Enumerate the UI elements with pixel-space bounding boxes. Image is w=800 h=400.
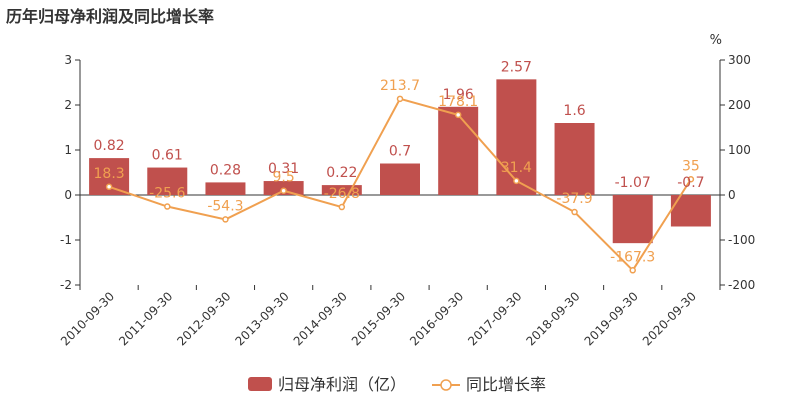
growth-rate-point <box>454 111 462 119</box>
growth-rate-point <box>571 208 578 216</box>
left-axis-tick-label: 2 <box>64 98 72 112</box>
x-axis-category-label: 2014-09-30 <box>291 289 350 348</box>
x-axis-category-label: 2011-09-30 <box>116 289 175 348</box>
x-axis-category-label: 2010-09-30 <box>58 289 117 348</box>
bar-value-label: 0.7 <box>389 144 411 160</box>
right-axis-tick-label: 100 <box>728 143 751 157</box>
right-axis-tick-label: -200 <box>728 278 755 292</box>
growth-rate-label: -25.6 <box>149 186 185 202</box>
bar-net-profit <box>612 195 653 244</box>
growth-rate-point <box>105 183 113 191</box>
growth-rate-label: -26.8 <box>324 186 360 202</box>
left-axis-tick-label: 0 <box>64 188 72 202</box>
bar-net-profit <box>321 185 362 195</box>
bar-value-label: 0.31 <box>268 161 299 177</box>
bar-value-label: 2.57 <box>501 59 532 75</box>
bar-value-label: -0.7 <box>677 175 704 191</box>
left-axis-tick-label: 1 <box>64 143 72 157</box>
growth-rate-label: 178.1 <box>438 94 478 110</box>
x-axis-category-label: 2015-09-30 <box>349 289 408 348</box>
right-axis-tick-label: 200 <box>728 98 751 112</box>
growth-rate-label: 35 <box>682 158 700 174</box>
legend-line-label: 同比增长率 <box>466 375 546 394</box>
legend-bar-label: 归母净利润（亿） <box>278 375 406 394</box>
growth-rate-point <box>687 176 695 183</box>
growth-rate-label: 31.4 <box>501 160 532 176</box>
growth-rate-label: -37.9 <box>556 191 592 207</box>
bar-value-label: 0.82 <box>94 138 125 154</box>
left-axis-tick-label: -1 <box>60 233 72 247</box>
bar-value-label: 0.61 <box>152 148 183 164</box>
bar-net-profit <box>380 163 420 195</box>
growth-rate-label: -167.3 <box>610 249 655 265</box>
legend-line-marker <box>440 379 452 391</box>
right-axis-tick-label: 300 <box>728 53 751 67</box>
bar-value-label: 1.96 <box>443 87 474 103</box>
legend-bar-swatch <box>248 377 272 391</box>
left-axis-tick-label: -2 <box>60 278 72 292</box>
x-axis-category-label: 2020-09-30 <box>640 289 699 348</box>
bar-value-label: 0.22 <box>326 165 357 181</box>
growth-rate-point <box>513 177 520 185</box>
growth-rate-point <box>164 203 171 210</box>
right-axis-unit: % <box>710 33 722 48</box>
bar-net-profit <box>496 79 537 195</box>
left-axis-tick-label: 3 <box>64 53 72 67</box>
bar-net-profit <box>205 182 246 195</box>
x-axis-category-label: 2019-09-30 <box>582 289 641 348</box>
bar-value-label: 1.6 <box>563 103 585 119</box>
bar-net-profit <box>147 167 188 195</box>
x-axis-category-label: 2016-09-30 <box>407 289 466 348</box>
growth-rate-label: -54.3 <box>207 198 243 214</box>
growth-rate-point <box>338 203 346 211</box>
growth-rate-label: 9.5 <box>273 170 295 186</box>
growth-rate-point <box>280 187 287 194</box>
x-axis-category-label: 2013-09-30 <box>233 289 292 348</box>
growth-rate-point <box>629 267 636 274</box>
right-axis-tick-label: 0 <box>728 188 736 202</box>
bar-value-label: -1.07 <box>615 175 651 191</box>
bar-net-profit <box>554 123 595 195</box>
right-axis-tick-label: -100 <box>728 233 755 247</box>
growth-rate-point <box>396 95 404 103</box>
bar-net-profit <box>438 106 479 195</box>
x-axis-category-label: 2012-09-30 <box>174 289 233 348</box>
x-axis-category-label: 2017-09-30 <box>465 289 524 348</box>
growth-rate-label: 213.7 <box>380 78 420 94</box>
bar-value-label: 0.28 <box>210 162 241 178</box>
growth-rate-label: 18.3 <box>94 166 125 182</box>
x-axis-category-label: 2018-09-30 <box>523 289 582 348</box>
chart-title: 历年归母净利润及同比增长率 <box>6 7 215 26</box>
growth-rate-point <box>222 216 229 223</box>
